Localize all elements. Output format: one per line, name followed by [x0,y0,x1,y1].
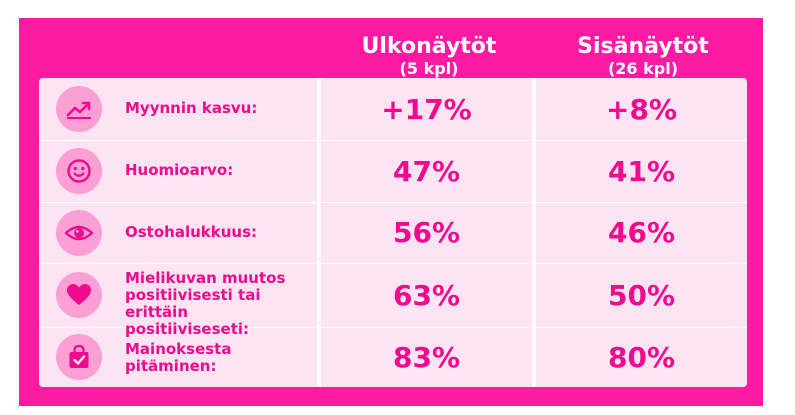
row-label-cell: Mainoksesta pitäminen: [39,327,317,387]
outdoor-value-cell: 63% [321,263,532,327]
header-indoor-title: Sisänäytöt [577,34,709,59]
row-label-line: pitäminen: [125,357,217,375]
header-outdoor-count: (5 kpl) [399,59,459,78]
indoor-value: 46% [607,216,676,249]
table-row-sales-growth: Myynnin kasvu: +17% +8% [39,78,747,141]
results-table: Myynnin kasvu: +17% +8% Hu [39,78,747,387]
indoor-value: 80% [607,340,676,374]
outdoor-value: 56% [392,216,461,249]
row-label-line: erittäin positiiviseseti: [125,303,249,338]
row-label-cell: Mielikuvan muutos positiivisesti tai eri… [39,263,317,338]
heart-icon [56,272,102,318]
indoor-value: 50% [607,278,676,312]
row-label-cell: Ostohalukkuus: [39,202,317,263]
row-label: Huomioarvo: [125,161,234,179]
stats-card: Ulkonäytöt (5 kpl) Sisänäytöt (26 kpl) M… [19,18,763,406]
outdoor-value-cell: 56% [321,202,532,263]
row-label-cell: Myynnin kasvu: [39,78,317,140]
table-row-image-change: Mielikuvan muutos positiivisesti tai eri… [39,263,747,338]
row-label: Ostohalukkuus: [125,223,258,241]
outdoor-value-cell: 83% [321,327,532,387]
indoor-value: 41% [607,154,676,188]
indoor-value-cell: 41% [536,140,747,202]
smiley-icon [56,148,102,194]
outdoor-value: +17% [381,92,472,126]
eye-icon [56,210,102,256]
trend-up-icon [56,86,102,132]
outdoor-value-cell: +17% [321,78,532,140]
table-row-ad-liking: Mainoksesta pitäminen: 83% 80% [39,327,747,387]
outdoor-value: 47% [392,154,461,188]
indoor-value-cell: 80% [536,327,747,387]
indoor-value: +8% [606,92,677,126]
row-label-line: positiivisesti tai [125,286,261,304]
indoor-value-cell: +8% [536,78,747,140]
table-row-attention: Huomioarvo: 47% 41% [39,140,747,203]
shopping-bag-check-icon [56,334,102,380]
row-label: Mainoksesta pitäminen: [125,341,315,375]
header-outdoor: Ulkonäytöt (5 kpl) [319,34,539,92]
indoor-value-cell: 46% [536,202,747,263]
header-indoor-count: (26 kpl) [607,59,679,78]
outdoor-value-cell: 47% [321,140,532,202]
row-label-cell: Huomioarvo: [39,140,317,202]
header-indoor: Sisänäytöt (26 kpl) [533,34,753,92]
indoor-value-cell: 50% [536,263,747,327]
header-outdoor-title: Ulkonäytöt [361,34,497,59]
outdoor-value: 63% [392,278,461,312]
row-label: Myynnin kasvu: [125,99,258,117]
column-divider-1 [317,78,321,387]
row-label: Mielikuvan muutos positiivisesti tai eri… [125,270,315,338]
table-row-purchase-intent: Ostohalukkuus: 56% 46% [39,202,747,264]
row-label-line: Mainoksesta [125,340,232,358]
outdoor-value: 83% [392,340,461,374]
row-label-line: Mielikuvan muutos [125,269,286,287]
column-divider-2 [532,78,536,387]
